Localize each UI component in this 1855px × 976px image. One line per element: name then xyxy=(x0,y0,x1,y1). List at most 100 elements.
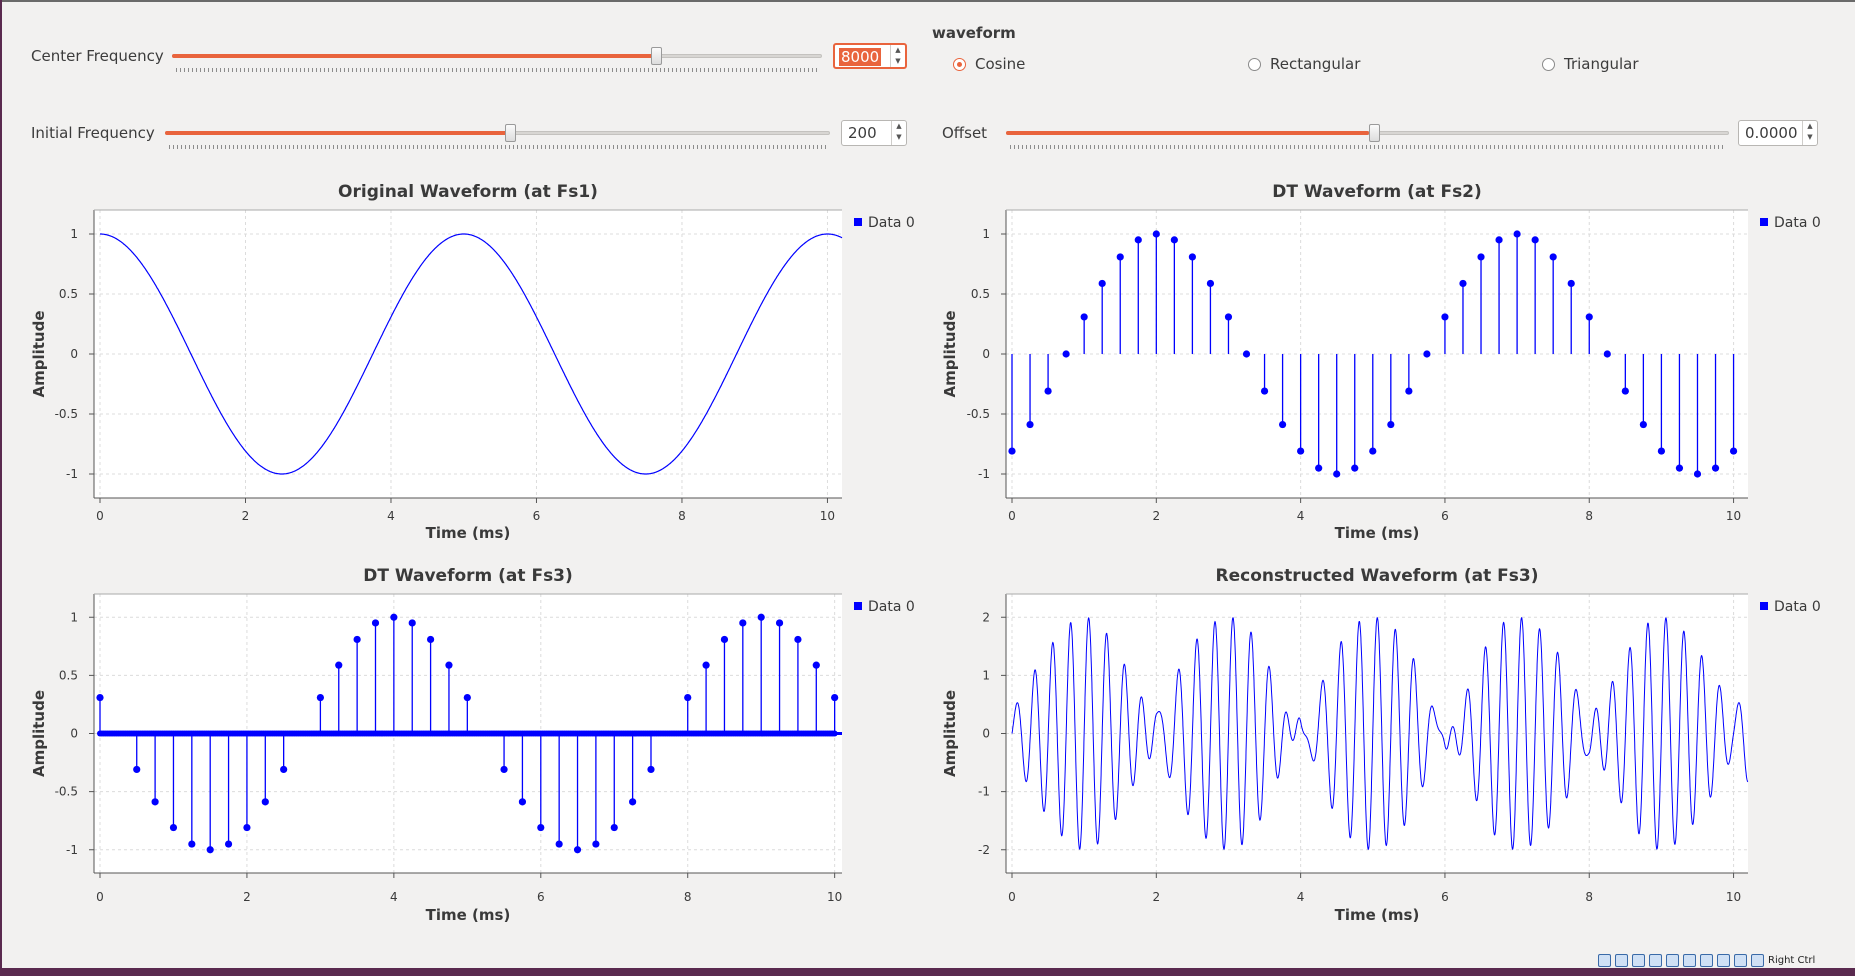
x-tick-label: 8 xyxy=(678,509,686,523)
y-tick-label: -2 xyxy=(978,843,990,857)
x-tick-label: 4 xyxy=(1297,509,1305,523)
data-point xyxy=(1459,279,1467,288)
slider-thumb[interactable] xyxy=(505,124,516,142)
offset-value[interactable]: 0.0000 xyxy=(1745,124,1798,142)
chart-title: Reconstructed Waveform (at Fs3) xyxy=(1216,566,1539,586)
data-point xyxy=(1513,230,1521,238)
data-point xyxy=(1098,279,1106,288)
mouse-integration-icon[interactable] xyxy=(1734,954,1747,967)
data-point xyxy=(151,798,159,806)
data-point xyxy=(1188,253,1196,261)
radio-indicator[interactable] xyxy=(953,57,966,71)
data-point xyxy=(1080,313,1088,321)
radio-cosine[interactable]: Cosine xyxy=(953,55,1025,73)
radio-label[interactable]: Cosine xyxy=(975,55,1026,73)
legend-label: Data 0 xyxy=(1774,215,1821,231)
data-point xyxy=(206,846,214,854)
y-tick-label: -0.5 xyxy=(55,785,78,799)
usb-icon[interactable] xyxy=(1632,954,1645,967)
data-point xyxy=(371,619,380,627)
data-point xyxy=(1405,387,1413,395)
y-tick-label: 0.5 xyxy=(971,287,990,301)
radio-indicator[interactable] xyxy=(1248,57,1261,71)
offset-slider[interactable] xyxy=(1006,123,1729,149)
recording-icon[interactable] xyxy=(1700,954,1713,967)
initial-frequency-spinbox[interactable]: 200 ▲ ▼ xyxy=(841,120,907,146)
data-point xyxy=(243,823,251,832)
slider-ticks xyxy=(1010,145,1725,149)
slider-thumb[interactable] xyxy=(651,47,662,65)
keyboard-icon[interactable] xyxy=(1751,954,1764,967)
x-tick-label: 0 xyxy=(1008,890,1016,904)
radio-label[interactable]: Rectangular xyxy=(1270,55,1361,73)
network-icon[interactable] xyxy=(1683,954,1696,967)
x-tick-label: 0 xyxy=(1008,509,1016,523)
shared-folder-icon[interactable] xyxy=(1649,954,1662,967)
x-tick-label: 10 xyxy=(820,509,835,523)
offset-spinbox[interactable]: 0.0000 ▲ ▼ xyxy=(1738,120,1818,146)
y-tick-label: 0.5 xyxy=(59,287,78,301)
y-tick-label: 0 xyxy=(70,347,78,361)
data-point xyxy=(1639,420,1647,429)
spin-arrows[interactable]: ▲ ▼ xyxy=(1802,121,1817,145)
radio-indicator[interactable] xyxy=(1542,57,1555,71)
y-tick-label: 0 xyxy=(982,727,990,741)
legend-label: Data 0 xyxy=(1774,599,1821,615)
vm-status-bar: Right Ctrl xyxy=(1598,953,1855,968)
data-point xyxy=(1477,253,1485,261)
data-point xyxy=(610,823,618,832)
data-point xyxy=(831,693,839,702)
x-tick-label: 2 xyxy=(1152,509,1160,523)
x-tick-label: 4 xyxy=(390,890,398,904)
initial-frequency-value[interactable]: 200 xyxy=(848,124,877,142)
y-axis-label: Amplitude xyxy=(30,310,48,397)
x-tick-label: 2 xyxy=(242,509,250,523)
data-point xyxy=(169,823,178,832)
data-point xyxy=(1423,350,1431,358)
x-tick-label: 6 xyxy=(537,890,545,904)
slider-thumb[interactable] xyxy=(1369,124,1380,142)
data-point xyxy=(647,765,655,774)
y-axis-label: Amplitude xyxy=(30,690,48,777)
radio-triangular[interactable]: Triangular xyxy=(1542,55,1639,73)
data-point xyxy=(1260,387,1269,395)
legend-label: Data 0 xyxy=(868,599,915,615)
initial-frequency-label: Initial Frequency xyxy=(31,124,155,142)
center-frequency-slider[interactable] xyxy=(172,46,822,72)
initial-frequency-slider[interactable] xyxy=(165,123,830,149)
data-point xyxy=(335,661,343,669)
y-tick-label: -1 xyxy=(66,467,78,481)
center-frequency-spinbox[interactable]: 8000 ▲ ▼ xyxy=(833,43,907,69)
data-point xyxy=(316,693,324,702)
radio-rectangular[interactable]: Rectangular xyxy=(1248,55,1360,73)
chart-title: DT Waveform (at Fs2) xyxy=(1272,182,1482,202)
optical-drive-icon[interactable] xyxy=(1615,954,1628,967)
legend-swatch xyxy=(1760,218,1768,226)
data-point xyxy=(1351,464,1359,472)
data-point xyxy=(573,846,582,854)
data-point xyxy=(500,765,508,774)
data-point xyxy=(1603,350,1611,358)
spin-arrows[interactable]: ▲ ▼ xyxy=(891,121,906,145)
slider-fill xyxy=(1006,131,1369,135)
data-point xyxy=(1495,236,1503,244)
data-point xyxy=(390,613,398,621)
x-axis-label: Time (ms) xyxy=(426,524,511,542)
cpu-icon[interactable] xyxy=(1717,954,1730,967)
display-icon[interactable] xyxy=(1666,954,1679,967)
data-point xyxy=(592,840,600,848)
x-tick-label: 6 xyxy=(533,509,541,523)
data-point xyxy=(629,798,637,806)
center-frequency-value[interactable]: 8000 xyxy=(839,48,882,66)
radio-label[interactable]: Triangular xyxy=(1564,55,1639,73)
chart-title: Original Waveform (at Fs1) xyxy=(338,182,598,202)
hdd-icon[interactable] xyxy=(1598,954,1611,967)
spin-arrows[interactable]: ▲ ▼ xyxy=(890,45,905,67)
chart-title: DT Waveform (at Fs3) xyxy=(363,566,573,586)
data-point xyxy=(1062,350,1070,358)
x-tick-label: 8 xyxy=(1585,890,1593,904)
data-point xyxy=(1441,313,1449,321)
